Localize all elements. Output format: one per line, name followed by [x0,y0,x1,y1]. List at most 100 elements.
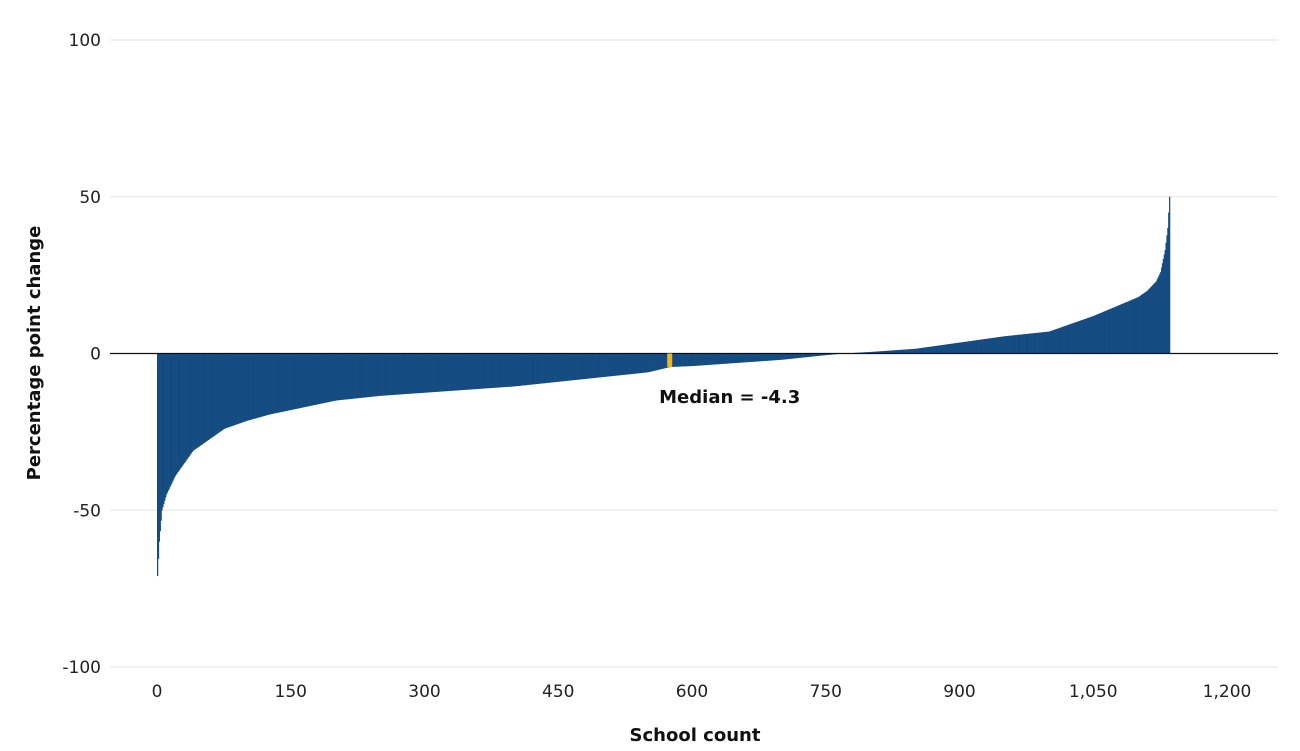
bar [695,353,697,366]
bar [1024,334,1026,354]
bar [581,353,583,380]
bar [826,353,828,355]
bar [242,353,244,423]
bar [198,353,200,447]
bar [376,353,378,397]
bar [896,350,898,354]
bar [1010,335,1012,354]
bar [803,353,805,358]
bar [828,353,830,355]
bar [352,353,354,399]
bar [338,353,341,401]
bar [350,353,352,399]
bars [157,196,1171,577]
bar [829,353,831,355]
bar [162,353,164,508]
bar [411,353,413,394]
bar [936,345,938,354]
bar [1035,332,1037,354]
bar [278,353,280,413]
bar [619,353,622,376]
x-tick-label: 300 [408,682,440,702]
bar [236,353,238,425]
bar [750,353,753,362]
bar [256,353,259,418]
bar [559,353,561,382]
bar [519,353,522,386]
bar [329,353,331,402]
bar [630,353,632,375]
bar [1012,335,1014,354]
bar [616,353,618,376]
bar [333,353,335,401]
bar [301,353,303,408]
bar [570,353,572,381]
bar [201,353,203,445]
bar [1068,324,1070,354]
bar [585,353,588,379]
bar [995,337,997,354]
bar [354,353,357,399]
bar [1034,333,1036,354]
bar [1138,296,1140,354]
bar [894,350,896,354]
bar [567,353,569,381]
bar [558,353,560,382]
bar [659,353,662,370]
bar [244,353,246,422]
bar [263,353,265,417]
bar [496,353,498,388]
bar [510,353,513,387]
bar [1003,336,1005,354]
bar [1061,327,1063,354]
bar [1013,335,1015,354]
bar [547,353,549,383]
bar [1092,316,1094,354]
bar [944,344,946,354]
bar [703,353,705,366]
bar [272,353,274,414]
bar [1023,334,1025,354]
bar [1103,311,1106,354]
bar [720,353,722,365]
bar [1036,332,1038,354]
bar [192,353,194,451]
bar [332,353,334,402]
bar [790,353,792,359]
bar [575,353,577,380]
bar [475,353,477,390]
x-tick-label: 0 [152,682,163,702]
bar [460,353,462,391]
bar [611,353,613,377]
bar [1078,321,1080,354]
bar [1136,297,1138,354]
bar [943,344,945,354]
bar [926,347,928,354]
bar [722,353,724,364]
bar [1051,330,1053,354]
bar [783,353,786,360]
bar [1002,336,1004,354]
bar [266,353,268,416]
bar [1031,333,1033,354]
bar [773,353,775,361]
bar [565,353,567,381]
bar [406,353,408,394]
bar [903,349,905,354]
bar [203,353,205,444]
bar [213,353,215,437]
bar [527,353,530,385]
bar [617,353,619,376]
bar [907,349,910,354]
bar [924,347,926,354]
bar [806,353,808,358]
bar [623,353,625,375]
bar [427,353,429,393]
bar [314,353,317,405]
bar [638,353,640,374]
bar [914,348,917,354]
bar [987,338,989,354]
bar [712,353,714,365]
bar [872,351,874,354]
bar [533,353,535,385]
